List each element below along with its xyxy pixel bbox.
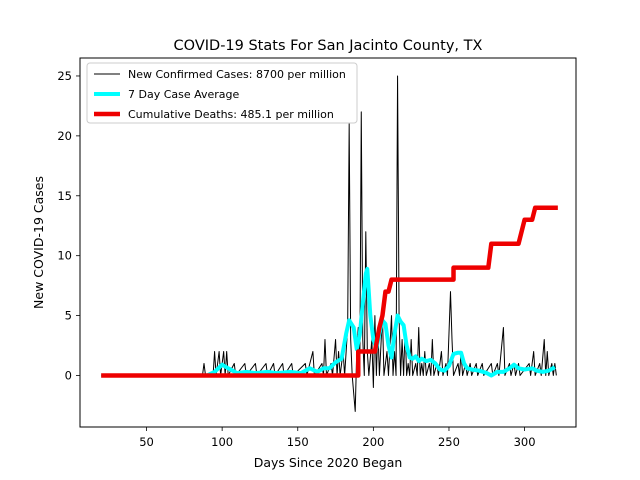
y-tick-label-2: 10 [57, 249, 72, 263]
y-tick-label-4: 20 [57, 129, 72, 143]
series-line-2 [101, 205, 558, 378]
legend: New Confirmed Cases: 8700 per million 7 D… [86, 62, 358, 124]
series-line-0 [101, 75, 557, 412]
x-tick-label-3: 200 [362, 435, 384, 449]
y-axis: 0 5 10 15 20 25 [57, 69, 80, 382]
x-tick-label-1: 100 [211, 435, 233, 449]
plot-area [79, 57, 577, 428]
plot-frame [79, 57, 577, 428]
x-tick-label-4: 250 [438, 435, 460, 449]
x-tick-label-0: 50 [139, 435, 154, 449]
x-axis: 50 100 150 200 250 300 [139, 427, 536, 449]
x-tick-label-5: 300 [514, 435, 536, 449]
y-tick-label-3: 15 [57, 189, 72, 203]
legend-label-0: New Confirmed Cases: 8700 per million [128, 68, 346, 81]
legend-label-2: Cumulative Deaths: 485.1 per million [128, 108, 334, 121]
y-tick-label-5: 25 [57, 69, 72, 83]
chart-title: COVID-19 Stats For San Jacinto County, T… [174, 38, 483, 54]
legend-label-1: 7 Day Case Average [128, 88, 240, 101]
y-tick-label-1: 5 [65, 309, 72, 323]
legend-box [86, 62, 358, 124]
x-axis-label: Days Since 2020 Began [254, 455, 403, 470]
series-line-1 [101, 266, 556, 378]
y-axis-label: New COVID-19 Cases [31, 176, 46, 309]
y-tick-label-0: 0 [65, 368, 72, 382]
x-tick-label-2: 150 [287, 435, 309, 449]
